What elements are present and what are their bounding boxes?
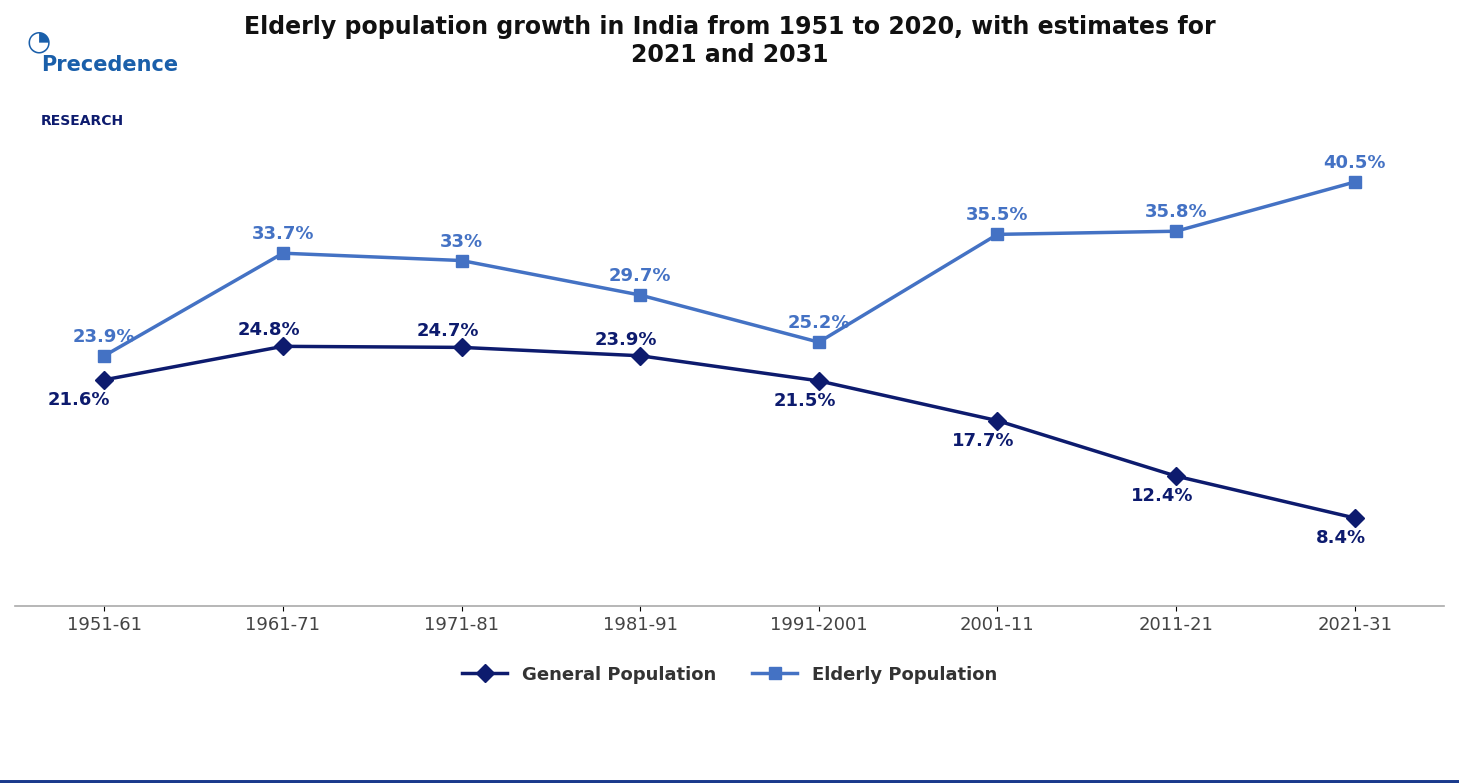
Text: 17.7%: 17.7% (953, 431, 1015, 449)
Text: 24.8%: 24.8% (238, 321, 301, 339)
Text: 29.7%: 29.7% (608, 267, 671, 285)
Text: 12.4%: 12.4% (1131, 487, 1193, 505)
Text: 8.4%: 8.4% (1316, 529, 1366, 547)
Text: RESEARCH: RESEARCH (41, 114, 124, 128)
Text: 33%: 33% (441, 233, 483, 251)
Text: ◔: ◔ (26, 27, 51, 56)
Text: 35.5%: 35.5% (966, 207, 1029, 225)
Text: 23.9%: 23.9% (73, 328, 136, 346)
Text: 25.2%: 25.2% (788, 314, 851, 332)
Text: 40.5%: 40.5% (1323, 154, 1386, 172)
Text: 24.7%: 24.7% (416, 323, 479, 341)
Text: 21.6%: 21.6% (48, 391, 111, 409)
Text: Precedence: Precedence (41, 55, 178, 75)
Legend: General Population, Elderly Population: General Population, Elderly Population (455, 659, 1004, 691)
Text: 33.7%: 33.7% (252, 226, 314, 244)
Title: Elderly population growth in India from 1951 to 2020, with estimates for
2021 an: Elderly population growth in India from … (244, 15, 1215, 67)
Text: 21.5%: 21.5% (773, 392, 836, 410)
Text: 35.8%: 35.8% (1145, 204, 1208, 222)
Text: 23.9%: 23.9% (595, 330, 658, 348)
